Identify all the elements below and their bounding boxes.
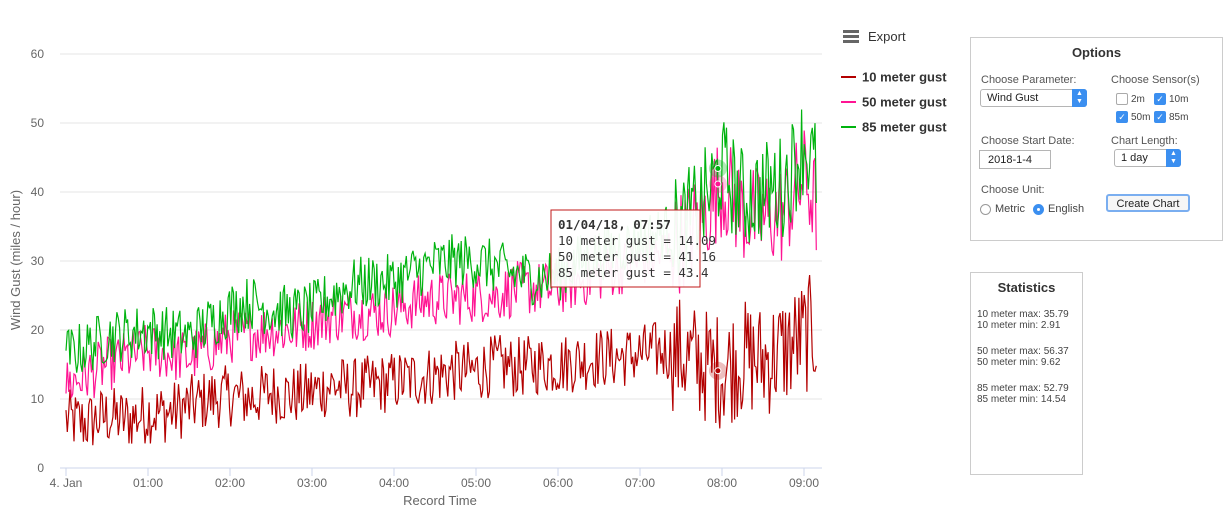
parameter-label: Choose Parameter: [981,74,1077,86]
legend[interactable]: 10 meter gust 50 meter gust 85 meter gust [841,70,947,135]
x-tick-label: 02:00 [215,476,245,490]
series-line-85m[interactable] [65,109,817,373]
stat-85m-min: 85 meter min: 14.54 [977,394,1066,405]
chart-length-select[interactable]: 1 day ▲ ▼ [1114,149,1181,167]
y-tick-label: 10 [31,392,45,406]
radio-selected-icon [1033,203,1044,215]
stat-10m-min: 10 meter min: 2.91 [977,320,1061,331]
legend-item-1[interactable]: 50 meter gust [841,95,947,110]
checkmark-icon: ✓ [1116,111,1128,123]
select-arrows-icon: ▲ ▼ [1166,149,1181,167]
tooltip-line: 10 meter gust = 14.09 [558,233,716,248]
parameter-select[interactable]: Wind Gust ▲ ▼ [980,89,1087,107]
tooltip-box [550,209,701,288]
hover-point-1 [714,180,722,188]
sensor-10m-label: 10m [1169,93,1189,105]
x-tick-label: 08:00 [707,476,737,490]
x-tick-label: 01:00 [133,476,163,490]
checkmark-icon: ✓ [1154,111,1166,123]
sensor-2m-label: 2m [1131,93,1145,105]
start-date-label: Choose Start Date: [981,135,1075,147]
y-tick-label: 0 [37,461,44,475]
y-tick-label: 30 [31,254,45,268]
hamburger-menu-icon [843,29,859,43]
x-tick-label: 4. Jan [50,476,83,490]
x-axis: 4. Jan 01:00 02:00 03:00 04:00 05:00 06:00 07:0… [50,468,819,490]
checkbox-unchecked-icon [1116,93,1128,105]
y-tick-label: 50 [31,116,45,130]
hover-point-0 [714,367,722,375]
x-tick-label: 07:00 [625,476,655,490]
y-axis-title: Wind Gust (miles / hour) [8,190,23,330]
unit-english-radio[interactable]: English [1033,203,1084,215]
stat-50m-max: 50 meter max: 56.37 [977,346,1069,357]
statistics-panel: Statistics 10 meter max: 35.79 10 meter … [970,272,1083,475]
tooltip-header: 01/04/18, 07:57 [558,217,671,232]
y-axis: 0 10 20 30 40 50 60 [31,47,45,475]
unit-label: Choose Unit: [981,184,1045,196]
chart-length-value: 1 day [1121,152,1148,164]
select-arrows-icon: ▲ ▼ [1072,89,1087,107]
start-date-input[interactable]: 2018-1-4 [979,150,1051,169]
y-tick-label: 20 [31,323,45,337]
sensor-85m-checkbox[interactable]: ✓ 85m [1154,111,1188,123]
legend-label: 85 meter gust [862,120,947,135]
stat-50m-min: 50 meter min: 9.62 [977,357,1061,368]
x-tick-label: 03:00 [297,476,327,490]
create-chart-button[interactable]: Create Chart [1106,194,1190,212]
legend-item-2[interactable]: 85 meter gust [841,120,947,135]
hover-point-2 [714,165,722,173]
parameter-value: Wind Gust [987,92,1039,104]
x-tick-label: 09:00 [789,476,819,490]
export-label: Export [868,28,906,44]
wind-gust-chart: 0 10 20 30 40 50 60 4. Jan 01:00 02:00 03:00 04:00… [8,47,947,508]
options-panel: Options Choose Parameter: Wind Gust ▲ ▼ C… [970,37,1223,241]
x-tick-label: 06:00 [543,476,573,490]
sensor-2m-checkbox[interactable]: 2m [1116,93,1145,105]
sensor-10m-checkbox[interactable]: ✓ 10m [1154,93,1188,105]
checkmark-icon: ✓ [1154,93,1166,105]
series-line-10m[interactable] [65,274,817,446]
unit-metric-radio[interactable]: Metric [980,203,1025,215]
radio-unselected-icon [980,203,991,215]
legend-label: 10 meter gust [862,70,947,85]
y-tick-label: 40 [31,185,45,199]
export-menu-button[interactable]: Export [843,26,906,46]
tooltip-line: 85 meter gust = 43.4 [558,265,709,280]
sensor-50m-label: 50m [1131,111,1151,123]
options-title: Options [1071,45,1122,60]
y-tick-label: 60 [31,47,45,61]
hover-markers [708,159,727,380]
sensors-label: Choose Sensor(s) [1111,74,1200,86]
x-tick-label: 04:00 [379,476,409,490]
x-axis-title: Record Time [403,493,477,508]
legend-label: 50 meter gust [862,95,947,110]
stat-10m-max: 10 meter max: 35.79 [977,309,1069,320]
legend-item-0[interactable]: 10 meter gust [841,70,947,85]
unit-metric-label: Metric [995,203,1025,215]
tooltip-line: 50 meter gust = 41.16 [558,249,716,264]
stat-85m-max: 85 meter max: 52.79 [977,383,1069,394]
sensor-85m-label: 85m [1169,111,1189,123]
sensor-50m-checkbox[interactable]: ✓ 50m [1116,111,1150,123]
statistics-title: Statistics [997,280,1056,295]
chart-length-label: Chart Length: [1111,135,1178,147]
x-tick-label: 05:00 [461,476,491,490]
unit-english-label: English [1048,203,1085,215]
